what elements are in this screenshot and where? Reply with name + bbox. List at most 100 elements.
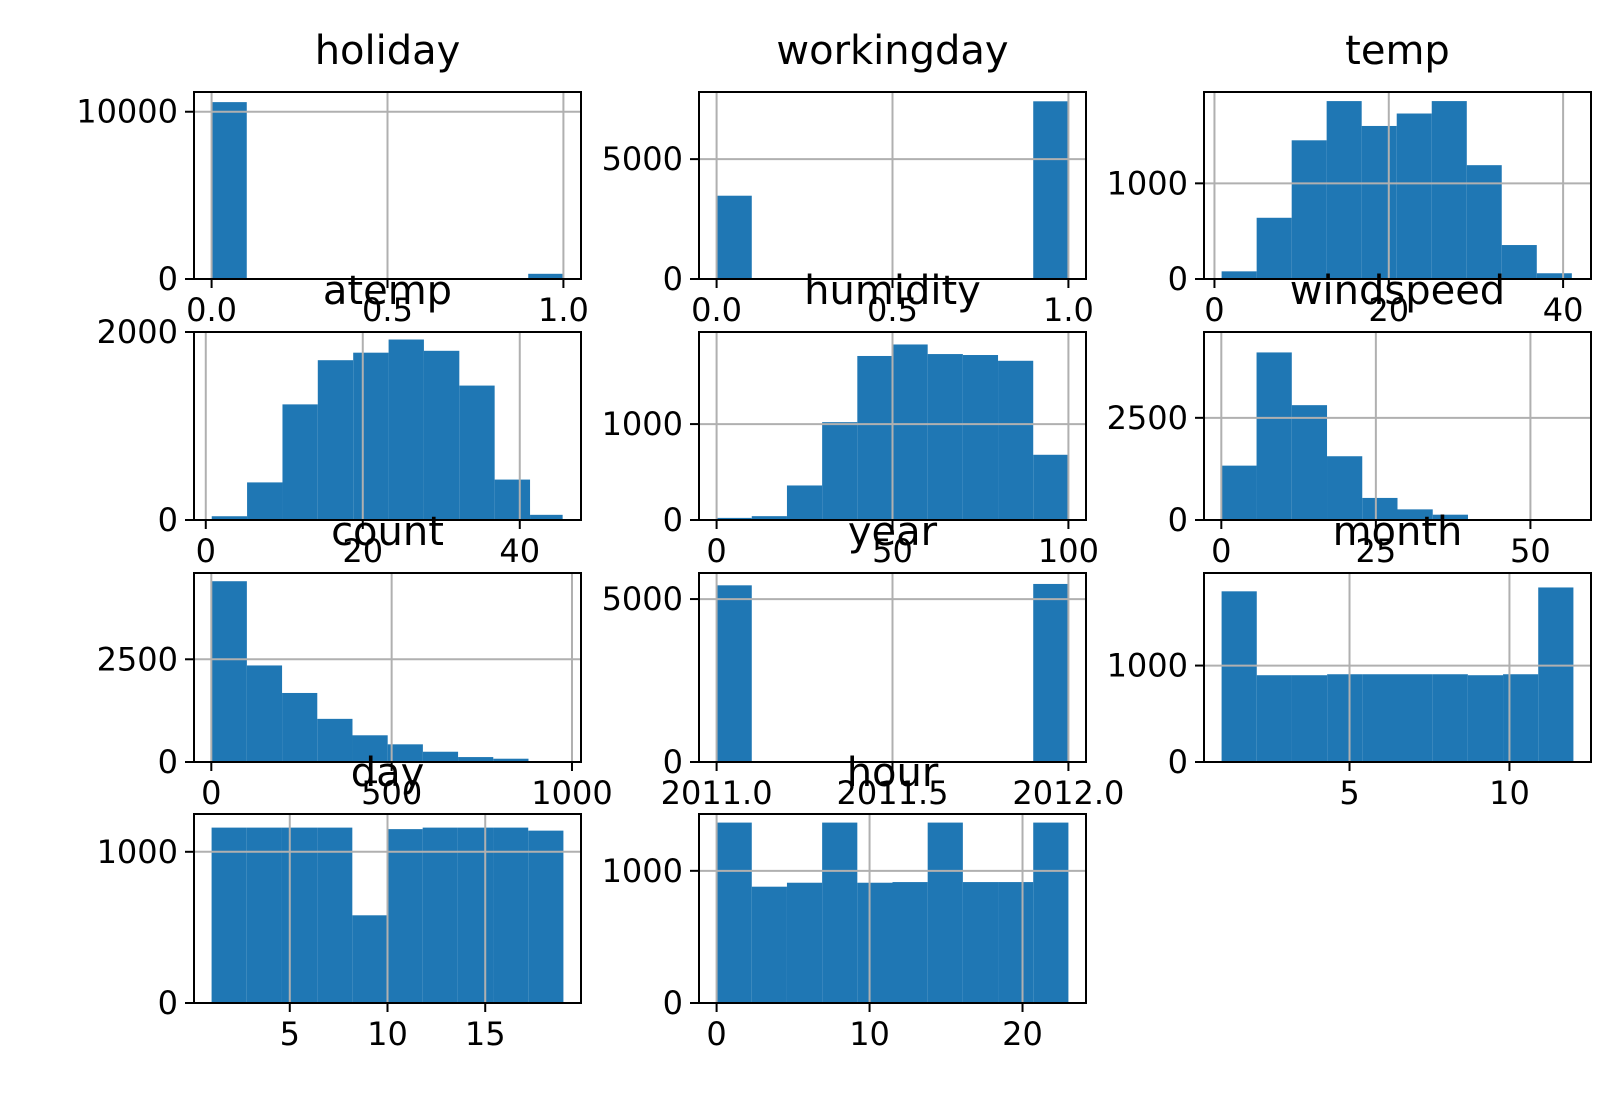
hour-bar-9 xyxy=(1033,823,1068,1003)
hour-y-tick-label-0: 0 xyxy=(663,984,683,1022)
humidity-bar-6 xyxy=(928,354,963,520)
workingday-bar-0 xyxy=(717,196,752,279)
hour-bar-5 xyxy=(893,882,928,1003)
count-bar-3 xyxy=(317,719,352,762)
month-x-tick-label-1: 10 xyxy=(1489,774,1530,812)
temp-bar-1 xyxy=(1257,218,1292,279)
day-bar-5 xyxy=(388,829,423,1003)
windspeed-title: windspeed xyxy=(1290,268,1505,314)
temp-bar-7 xyxy=(1467,165,1502,279)
hour-bar-4 xyxy=(857,883,892,1003)
windspeed-x-tick-label-0: 0 xyxy=(1211,532,1231,570)
humidity-title: humidity xyxy=(804,268,981,314)
count-bar-2 xyxy=(282,693,317,762)
month-bar-5 xyxy=(1398,674,1433,762)
temp-x-tick-label-2: 40 xyxy=(1543,291,1584,329)
humidity-bar-2 xyxy=(787,485,822,520)
month-bar-0 xyxy=(1222,591,1257,762)
year-x-tick-label-2: 2012.0 xyxy=(1012,774,1124,812)
count-bar-1 xyxy=(247,665,282,762)
month-bar-8 xyxy=(1503,674,1538,762)
temp-title: temp xyxy=(1345,28,1450,74)
humidity-x-tick-label-2: 100 xyxy=(1038,532,1099,570)
humidity-bar-5 xyxy=(893,344,928,520)
holiday-y-tick-label-0: 0 xyxy=(158,260,178,298)
humidity-bar-9 xyxy=(1033,455,1068,520)
day-bar-4 xyxy=(352,915,387,1003)
atemp-bar-3 xyxy=(318,360,353,520)
windspeed-bar-2 xyxy=(1292,405,1327,520)
hour-bar-6 xyxy=(928,823,963,1003)
humidity-x-tick-label-0: 0 xyxy=(706,532,726,570)
hour-x-tick-label-1: 10 xyxy=(849,1015,890,1053)
month-bar-6 xyxy=(1433,674,1468,762)
day-y-tick-label-1: 1000 xyxy=(97,833,178,871)
atemp-title: atemp xyxy=(323,268,452,314)
atemp-bar-7 xyxy=(459,386,494,520)
year-y-tick-label-1: 5000 xyxy=(602,580,683,618)
temp-y-tick-label-1: 1000 xyxy=(1107,164,1188,202)
temp-bar-2 xyxy=(1292,140,1327,279)
day-bar-0 xyxy=(212,828,247,1003)
atemp-x-tick-label-2: 40 xyxy=(499,532,540,570)
count-x-tick-label-2: 1000 xyxy=(531,774,612,812)
day-x-tick-label-0: 5 xyxy=(280,1015,300,1053)
month-title: month xyxy=(1333,509,1463,555)
holiday-y-tick-label-1: 10000 xyxy=(76,93,178,131)
day-bar-1 xyxy=(247,828,282,1003)
temp-bar-4 xyxy=(1362,126,1397,279)
humidity-bar-8 xyxy=(998,361,1033,520)
day-x-tick-label-1: 10 xyxy=(367,1015,408,1053)
workingday-y-tick-label-0: 0 xyxy=(663,260,683,298)
holiday-x-tick-label-2: 1.0 xyxy=(538,291,589,329)
count-bar-0 xyxy=(212,581,247,762)
workingday-x-tick-label-0: 0.0 xyxy=(691,291,742,329)
atemp-bar-2 xyxy=(282,404,317,520)
temp-bar-0 xyxy=(1222,271,1257,279)
temp-y-tick-label-0: 0 xyxy=(1168,260,1188,298)
count-y-tick-label-1: 2500 xyxy=(97,640,178,678)
atemp-x-tick-label-0: 0 xyxy=(196,532,216,570)
holiday-title: holiday xyxy=(315,28,461,74)
hour-title: hour xyxy=(847,750,939,796)
day-bar-7 xyxy=(458,828,493,1003)
windspeed-y-tick-label-1: 2500 xyxy=(1107,399,1188,437)
workingday-x-tick-label-2: 1.0 xyxy=(1043,291,1094,329)
count-bar-6 xyxy=(423,752,458,762)
hour-x-tick-label-0: 0 xyxy=(706,1015,726,1053)
hour-bar-3 xyxy=(822,823,857,1003)
workingday-y-tick-label-1: 5000 xyxy=(602,140,683,178)
temp-x-tick-label-0: 0 xyxy=(1204,291,1224,329)
humidity-bar-7 xyxy=(963,355,998,520)
holiday-bar-0 xyxy=(212,102,247,279)
workingday-title: workingday xyxy=(776,28,1008,74)
humidity-y-tick-label-0: 0 xyxy=(663,501,683,539)
temp-bar-6 xyxy=(1432,101,1467,279)
holiday-x-tick-label-0: 0.0 xyxy=(186,291,237,329)
count-y-tick-label-0: 0 xyxy=(158,743,178,781)
temp-bar-5 xyxy=(1397,114,1432,279)
atemp-bar-6 xyxy=(424,351,459,520)
month-x-tick-label-0: 5 xyxy=(1339,774,1359,812)
month-bar-1 xyxy=(1257,675,1292,762)
hour-bar-7 xyxy=(963,882,998,1003)
year-y-tick-label-0: 0 xyxy=(663,743,683,781)
month-y-tick-label-0: 0 xyxy=(1168,743,1188,781)
hour-bar-8 xyxy=(998,882,1033,1003)
day-title: day xyxy=(351,750,425,796)
month-bar-2 xyxy=(1292,675,1327,762)
atemp-bar-4 xyxy=(353,353,388,520)
windspeed-x-tick-label-2: 50 xyxy=(1510,532,1551,570)
year-bar-0 xyxy=(717,585,752,762)
day-bar-3 xyxy=(317,828,352,1003)
atemp-y-tick-label-1: 2000 xyxy=(97,313,178,351)
day-bar-8 xyxy=(493,828,528,1003)
hour-y-tick-label-1: 1000 xyxy=(602,852,683,890)
month-bar-7 xyxy=(1468,675,1503,762)
hour-bar-1 xyxy=(752,887,787,1003)
year-bar-9 xyxy=(1033,584,1068,762)
temp-bar-3 xyxy=(1327,101,1362,279)
day-x-tick-label-2: 15 xyxy=(465,1015,506,1053)
atemp-bar-1 xyxy=(247,482,282,520)
